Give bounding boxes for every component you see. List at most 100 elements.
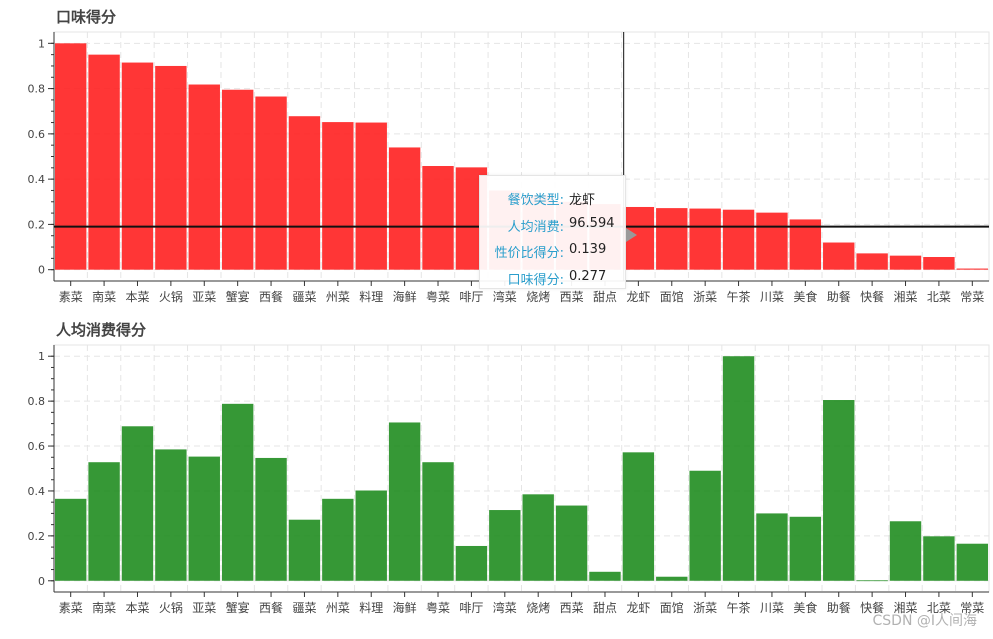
bar-蟹宴[interactable] [221, 403, 254, 581]
x-tick-label: 快餐 [860, 600, 884, 615]
tooltip-label: 性价比得分: [494, 246, 564, 261]
x-tick-label: 面馆 [660, 289, 684, 304]
spending-score-chart[interactable]: 0 0.2 0.4 0.6 0.8 1 素菜 南菜 本菜 火锅 亚菜 蟹宴 西餐 疆菜 州菜 料理 海鲜 粤菜 啡厅… [28, 321, 990, 615]
bar-火锅[interactable] [155, 65, 187, 270]
bar-川菜[interactable] [756, 513, 788, 581]
x-tick-label: 西菜 [560, 290, 584, 304]
x-tick-label: 北菜 [927, 601, 951, 615]
x-tick-label: 南菜 [92, 600, 116, 615]
x-tick-label: 火锅 [159, 289, 183, 304]
bar-湘菜[interactable] [889, 521, 922, 581]
bar-火锅[interactable] [155, 449, 187, 581]
bar-蟹宴[interactable] [221, 89, 254, 270]
x-tick-label: 亚菜 [192, 290, 216, 304]
bar-面馆[interactable] [656, 208, 688, 270]
chart-title: 人均消费得分 [56, 321, 146, 339]
tooltip-row-taste: 口味得分: 0.277 [480, 269, 620, 288]
bar-快餐[interactable] [856, 580, 888, 582]
bar-州菜[interactable] [322, 122, 354, 270]
y-tick-label: 0.4 [28, 173, 46, 186]
bar-南菜[interactable] [88, 54, 120, 270]
x-tick-label: 湘菜 [894, 600, 918, 615]
x-tick-label: 蟹宴 [226, 289, 250, 304]
bar-面馆[interactable] [656, 576, 688, 581]
bar-粤菜[interactable] [422, 462, 454, 581]
bar-料理[interactable] [355, 490, 387, 581]
x-tick-label: 海鲜 [393, 600, 417, 615]
x-tick-label: 本菜 [125, 601, 149, 615]
bar-素菜[interactable] [55, 498, 87, 581]
y-tick-label: 1 [38, 350, 45, 363]
y-tick-label: 0.6 [28, 440, 46, 453]
x-tick-label: 美食 [793, 600, 817, 615]
tooltip-row-type: 餐饮类型: 龙虾 [480, 189, 620, 208]
x-tick-label: 烧烤 [526, 289, 550, 304]
bar-甜点[interactable] [589, 571, 621, 581]
bar-川菜[interactable] [756, 212, 788, 270]
x-tick-label: 浙菜 [693, 601, 717, 615]
taste-score-chart[interactable]: 0 0.2 0.4 0.6 0.8 1 素菜 南菜 本菜 火锅 亚菜 蟹宴 西餐 疆菜 州菜 料理 海鲜 粤菜 啡厅… [28, 8, 990, 304]
bar-粤菜[interactable] [422, 166, 454, 270]
x-tick-label: 湾菜 [493, 600, 517, 615]
bar-本菜[interactable] [121, 62, 154, 270]
x-tick-label: 湾菜 [493, 289, 517, 304]
bar-湾菜[interactable] [489, 510, 521, 581]
x-tick-label: 火锅 [159, 600, 183, 615]
bar-湘菜[interactable] [889, 255, 922, 270]
bar-西餐[interactable] [255, 457, 287, 581]
bar-啡厅[interactable] [455, 545, 488, 581]
bar-美食[interactable] [789, 219, 822, 270]
x-tick-label: 素菜 [59, 601, 83, 615]
tooltip-label: 人均消费: [507, 220, 564, 235]
y-tick-label: 0 [38, 264, 45, 277]
x-tick-label: 粤菜 [426, 289, 450, 304]
bar-西餐[interactable] [255, 96, 287, 270]
tooltip-value: 0.139 [569, 242, 607, 257]
bar-北菜[interactable] [923, 257, 955, 270]
bar-助餐[interactable] [823, 242, 855, 270]
bar-素菜[interactable] [55, 43, 87, 270]
bar-助餐[interactable] [823, 400, 855, 581]
bar-快餐[interactable] [856, 253, 888, 270]
bar-浙菜[interactable] [689, 208, 721, 270]
x-tick-label: 常菜 [960, 290, 984, 304]
x-tick-label: 面馆 [660, 600, 684, 615]
x-tick-label: 素菜 [59, 290, 83, 304]
bar-南菜[interactable] [88, 462, 120, 581]
bar-疆菜[interactable] [288, 116, 321, 270]
x-tick-label: 烧烤 [526, 600, 550, 615]
x-tick-label: 啡厅 [459, 601, 483, 615]
x-tick-label: 啡厅 [459, 290, 483, 304]
bar-亚菜[interactable] [188, 456, 220, 581]
y-tick-label: 0.8 [28, 395, 46, 408]
bar-海鲜[interactable] [388, 422, 421, 581]
bar-午茶[interactable] [722, 356, 755, 581]
bar-本菜[interactable] [121, 426, 154, 581]
bar-海鲜[interactable] [388, 147, 421, 270]
tooltip-value: 96.594 [569, 216, 615, 231]
tooltip-row-spend: 人均消费: 96.594 [480, 216, 620, 235]
hover-tooltip: 餐饮类型: 龙虾 人均消费: 96.594 性价比得分: 0.139 口味得分:… [479, 175, 637, 289]
bar-常菜[interactable] [956, 543, 988, 581]
bar-亚菜[interactable] [188, 84, 220, 270]
x-tick-label: 西菜 [560, 601, 584, 615]
x-tick-label: 本菜 [125, 290, 149, 304]
x-tick-label: 川菜 [760, 290, 784, 304]
bar-午茶[interactable] [722, 209, 755, 270]
bar-浙菜[interactable] [689, 470, 721, 581]
bar-龙虾[interactable] [622, 452, 655, 581]
x-tick-label: 疆菜 [292, 290, 316, 304]
x-tick-label: 州菜 [326, 290, 350, 304]
bar-州菜[interactable] [322, 498, 354, 581]
bar-料理[interactable] [355, 122, 387, 270]
bar-疆菜[interactable] [288, 519, 321, 581]
bar-西菜[interactable] [555, 505, 588, 581]
y-tick-label: 0.6 [28, 128, 46, 141]
bar-美食[interactable] [789, 516, 822, 581]
bar-烧烤[interactable] [522, 494, 554, 581]
chart-title: 口味得分 [56, 8, 116, 26]
x-tick-label: 州菜 [326, 601, 350, 615]
bar-常菜[interactable] [956, 268, 988, 270]
bar-北菜[interactable] [923, 536, 955, 581]
